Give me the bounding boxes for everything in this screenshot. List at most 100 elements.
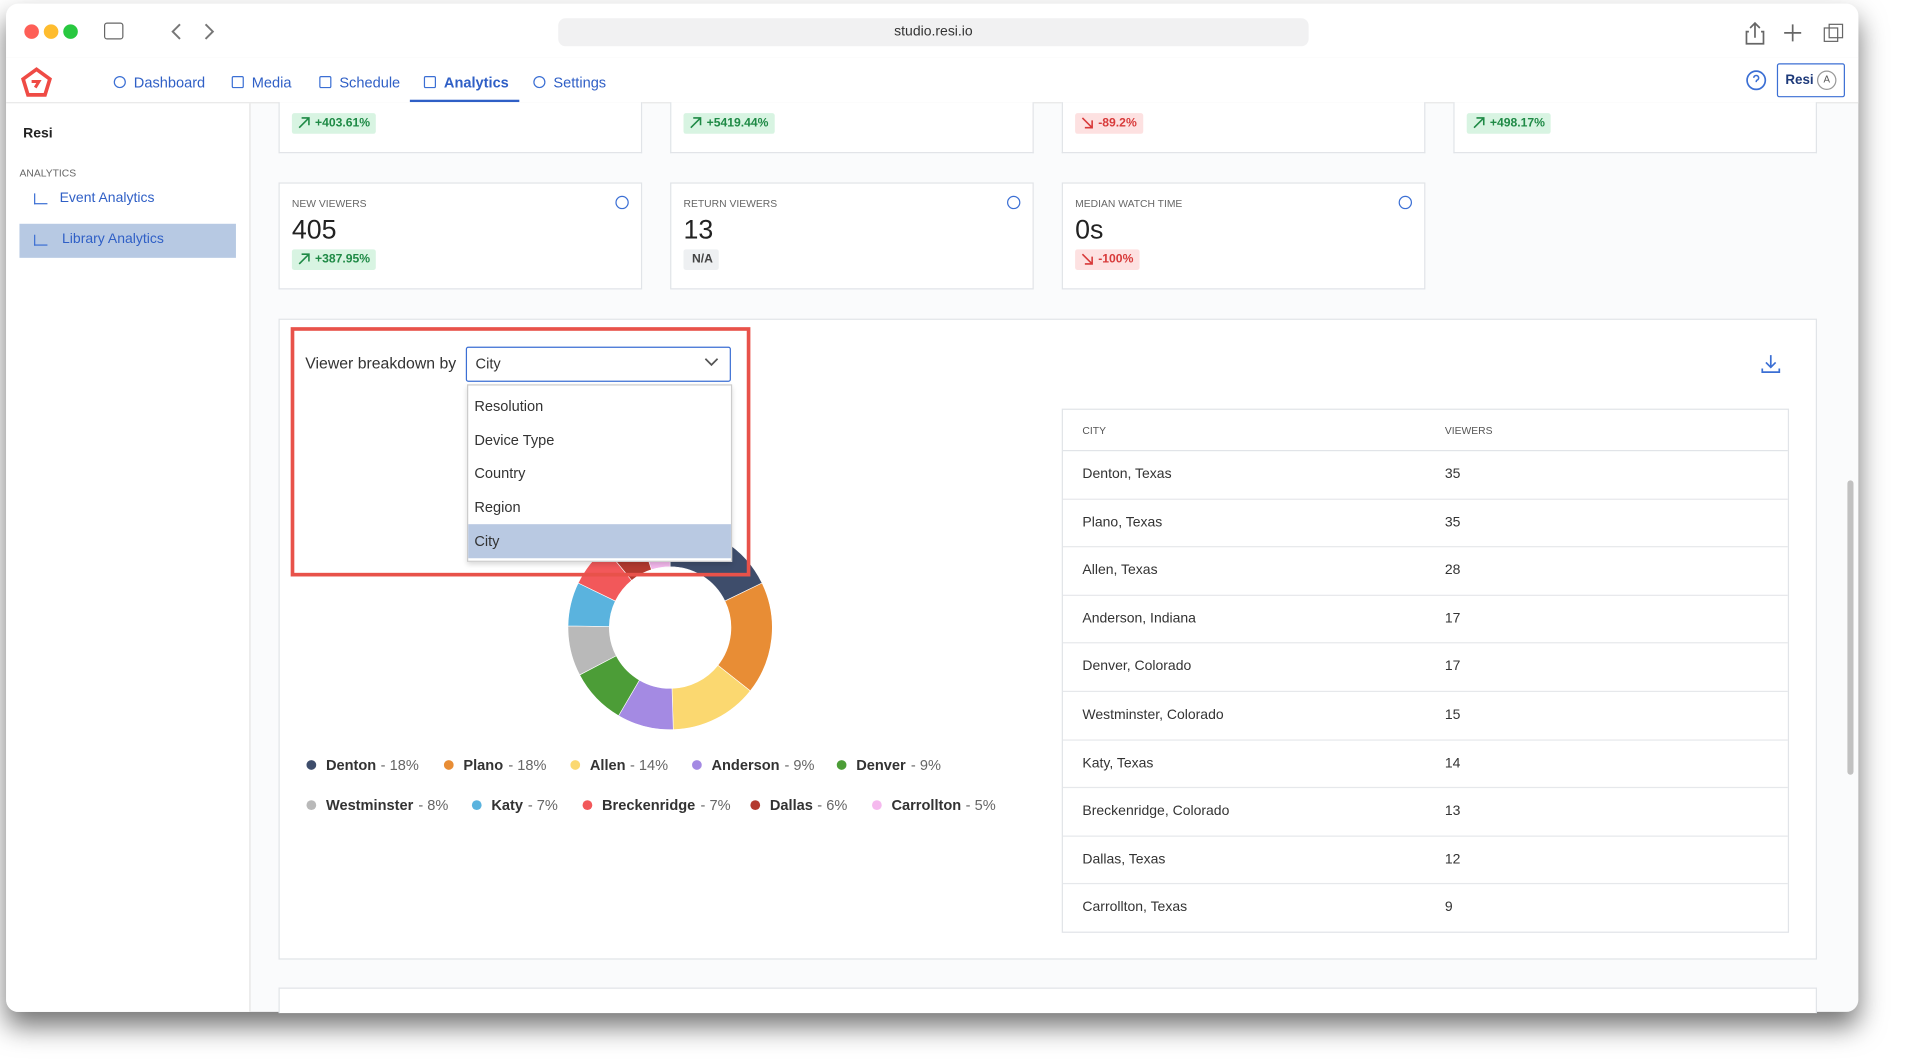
arrow [298, 117, 310, 129]
table-cell: Allen, Texas [1082, 563, 1158, 578]
change-badge: +387.95% [291, 249, 377, 270]
table-header: VIEWERS [1444, 424, 1493, 437]
table-cell: 14 [1444, 755, 1461, 771]
table-cell: 9 [1444, 900, 1453, 916]
arrow [690, 117, 702, 129]
row-divider [1062, 787, 1788, 789]
legend-dot [471, 800, 482, 810]
table-cell: Denton, Texas [1082, 467, 1172, 482]
close-button[interactable] [24, 24, 39, 39]
change-badge: N/A [683, 249, 720, 270]
nav-icon [319, 76, 332, 89]
legend-name: Breckenridge [602, 796, 696, 814]
stat-value: 13 [683, 214, 714, 245]
table-cell: 17 [1444, 611, 1461, 627]
arrow [298, 253, 310, 265]
nav-item[interactable]: Schedule [339, 74, 401, 92]
table-cell: 28 [1444, 563, 1461, 578]
nav-item[interactable]: Analytics [443, 74, 509, 92]
url-text: studio.resi.io [894, 24, 973, 39]
table-header-bg [1062, 410, 1788, 452]
legend-dot [692, 760, 702, 770]
icon-shape [231, 76, 244, 89]
legend-value: - 5% [965, 796, 996, 814]
legend-name: Denton [325, 756, 377, 774]
zoom-button[interactable] [63, 24, 78, 39]
change-badge: -89.2% [1075, 113, 1143, 134]
window-controls [24, 22, 215, 40]
nav-item[interactable]: Settings [553, 74, 607, 92]
highlight-box [290, 327, 751, 577]
option-highlight [468, 523, 731, 558]
legend-value: - 18% [508, 756, 547, 774]
arrow [1473, 117, 1485, 129]
legend-name: Katy [491, 796, 523, 814]
legend-name: Dallas [769, 796, 813, 814]
legend-value: - 14% [629, 756, 669, 774]
stat-card [1061, 182, 1426, 290]
legend-dot [306, 760, 317, 770]
table-cell: Westminster, Colorado [1082, 707, 1224, 723]
change-badge: +498.17% [1466, 113, 1552, 134]
nav-icon [231, 76, 244, 89]
stat-value: 0s [1075, 214, 1104, 245]
legend-value: - 9% [910, 756, 941, 774]
legend-dot [582, 800, 593, 810]
select-value: City [475, 355, 501, 373]
trend-arrow [1473, 117, 1485, 129]
legend-value: - 7% [700, 796, 731, 814]
trend-arrow [298, 117, 310, 129]
legend-value: - 6% [817, 796, 848, 814]
table-cell: Denver, Colorado [1082, 659, 1192, 675]
scrollbar[interactable] [1847, 480, 1854, 775]
sidebar-link[interactable]: Event Analytics [59, 190, 155, 206]
download-icon[interactable] [1760, 353, 1782, 375]
dropdown-option[interactable]: Resolution [474, 397, 544, 415]
stat-label: NEW VIEWERS [291, 197, 367, 210]
link-icon [34, 234, 48, 246]
sidebar-link[interactable]: Library Analytics [62, 232, 164, 247]
nav-item[interactable]: Media [251, 74, 292, 92]
dropdown-option[interactable]: City [474, 532, 500, 550]
legend-dot [750, 800, 761, 810]
select-box[interactable] [465, 346, 731, 382]
help-icon[interactable] [1745, 69, 1767, 91]
legend-value: - 9% [784, 756, 815, 774]
active-link-bg [19, 223, 236, 258]
table-cell: Carrollton, Texas [1082, 900, 1188, 916]
sidebar-title: Resi [23, 126, 53, 142]
info-icon[interactable] [1007, 195, 1021, 210]
table-cell: Anderson, Indiana [1082, 611, 1196, 627]
icon-shape [113, 76, 126, 89]
legend-value: - 18% [380, 756, 419, 774]
city-table: CITY VIEWERS Denton, Texas 35 Plano, Texas 35… [1061, 408, 1790, 933]
info-icon[interactable] [1398, 195, 1413, 210]
table-cell: 13 [1444, 804, 1461, 819]
change-badge: -100% [1075, 249, 1140, 270]
legend-name: Anderson [711, 756, 780, 774]
row-divider [1062, 498, 1788, 500]
browser-actions[interactable] [1739, 18, 1855, 47]
url-bar[interactable] [558, 18, 1309, 47]
minimize-button[interactable] [43, 24, 59, 39]
arrow [1081, 117, 1093, 129]
breakdown-label: Viewer breakdown by [305, 353, 457, 373]
table-cell: Breckenridge, Colorado [1082, 804, 1230, 819]
info-icon[interactable] [615, 195, 629, 210]
link-icon [34, 193, 48, 205]
legend-value: - 8% [418, 796, 449, 814]
row-divider [1062, 738, 1788, 741]
nav-item[interactable]: Dashboard [133, 74, 206, 92]
legend-dot [570, 760, 581, 770]
sidebar-toggle[interactable] [103, 22, 124, 40]
history-buttons[interactable] [171, 23, 215, 40]
legend-name: Denver [856, 756, 906, 774]
legend-dot [443, 760, 454, 770]
table-cell: Dallas, Texas [1082, 852, 1166, 867]
logo[interactable] [19, 67, 53, 99]
dropdown-option[interactable]: Region [474, 498, 521, 516]
icon-shape [423, 76, 437, 89]
dropdown-option[interactable]: Country [474, 465, 526, 483]
dropdown-option[interactable]: Device Type [474, 431, 555, 449]
legend-name: Westminster [325, 796, 414, 814]
